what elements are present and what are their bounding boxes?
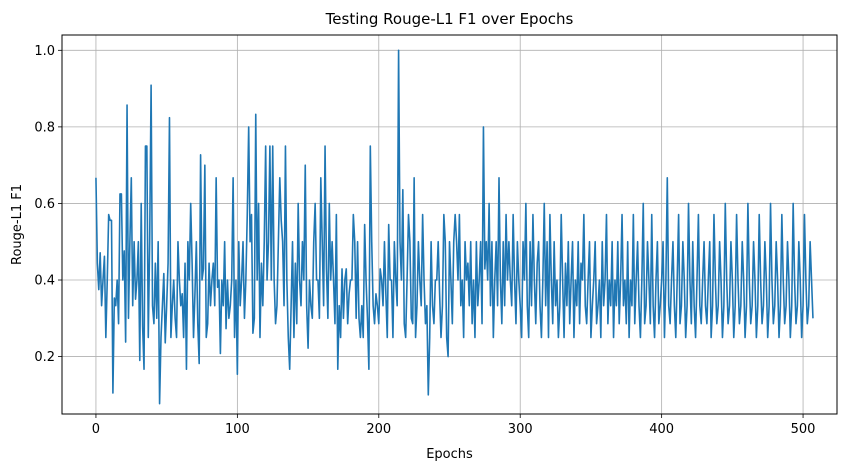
y-axis-ticks: 0.2 0.4 0.6 0.8 1.0 <box>34 44 62 365</box>
y-tick-label: 1.0 <box>34 44 55 59</box>
x-tick-label: 0 <box>92 422 100 437</box>
x-tick-label: 200 <box>366 422 391 437</box>
y-tick-label: 0.8 <box>34 120 55 135</box>
x-tick-label: 400 <box>649 422 674 437</box>
x-tick-label: 300 <box>508 422 533 437</box>
chart-title: Testing Rouge-L1 F1 over Epochs <box>325 10 574 28</box>
y-tick-label: 0.4 <box>34 274 55 289</box>
x-axis-ticks: 0 100 200 300 400 500 <box>92 414 816 437</box>
x-tick-label: 100 <box>225 422 250 437</box>
y-axis-label: Rouge-L1 F1 <box>10 184 25 265</box>
y-tick-label: 0.6 <box>34 197 55 212</box>
x-axis-label: Epochs <box>426 447 473 462</box>
plot-area <box>95 49 814 405</box>
y-tick-label: 0.2 <box>34 350 55 365</box>
series-line <box>95 49 814 405</box>
x-tick-label: 500 <box>791 422 816 437</box>
axes-frame <box>61 34 838 415</box>
